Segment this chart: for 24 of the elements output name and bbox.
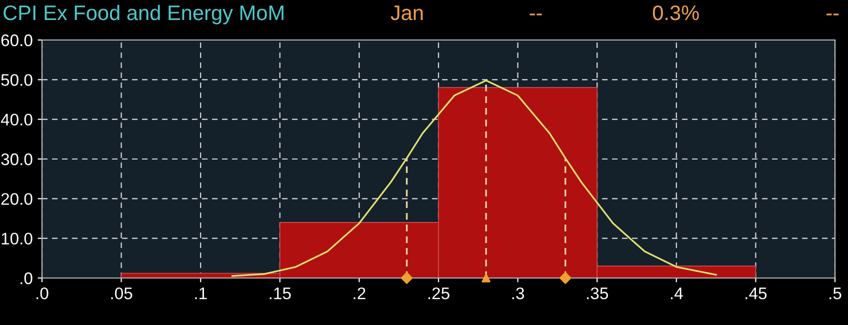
y-tick-label: 40.0 (0, 114, 32, 126)
x-tick-label: .1 (195, 288, 207, 300)
y-tick-label: 20.0 (1, 193, 32, 205)
chart-title: CPI Ex Food and Energy MoM (4, 4, 284, 24)
text: Jan (390, 6, 423, 20)
x-tick-label: .05 (111, 287, 132, 300)
line-series (231, 80, 717, 277)
x-tick-label: .4 (670, 288, 683, 300)
y-tick-label: 60.0 (1, 34, 32, 46)
x-tick-label: .3 (512, 287, 524, 300)
x-tick-label: .45 (746, 288, 767, 300)
text: -- (530, 14, 542, 16)
y-tick-label: 30.0 (1, 153, 32, 166)
text: 0.3% (652, 5, 699, 20)
x-tick-label: .25 (428, 287, 450, 300)
x-tick-label: .2 (354, 287, 366, 300)
x-tick-label: .5 (830, 288, 842, 300)
x-tick-label: .0 (36, 287, 48, 300)
y-tick-label: .0 (20, 272, 32, 284)
y-tick-label: 10.0 (2, 232, 32, 245)
x-tick-label: .15 (270, 288, 291, 300)
y-tick-label: 50.0 (1, 74, 32, 86)
x-tick-label: .35 (587, 287, 608, 300)
text: -- (826, 14, 839, 16)
